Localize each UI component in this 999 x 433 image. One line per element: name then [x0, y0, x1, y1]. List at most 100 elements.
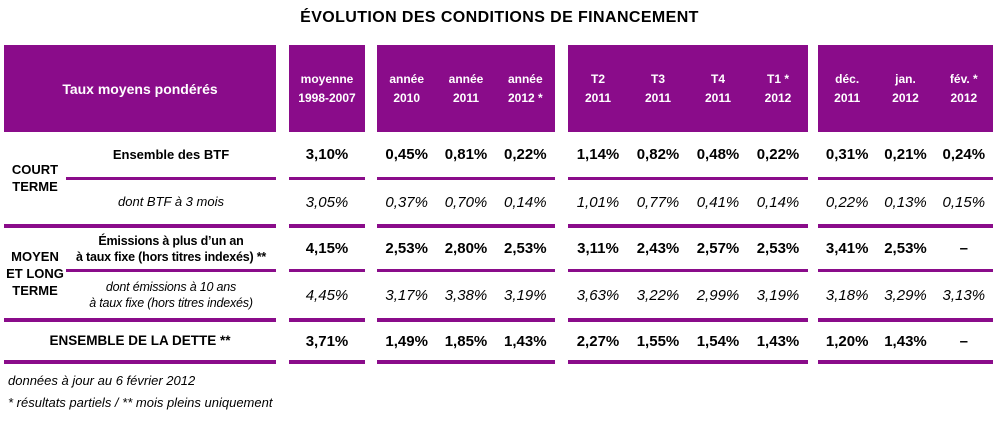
value-cell: 1,01%: [576, 193, 620, 211]
value-cell: 4,15%: [305, 240, 349, 257]
value-cell: 0,37%: [385, 193, 428, 211]
value-cell: 2,53%: [884, 240, 927, 257]
value-cell: 1,55%: [636, 332, 680, 350]
row-label-ensemble-btf: Ensemble des BTF: [112, 146, 230, 162]
separator: [377, 177, 555, 180]
value-cell: 0,31%: [825, 146, 869, 163]
footnote-legend: * résultats partiels / ** mois pleins un…: [8, 395, 273, 410]
column-headers-mois: déc. 2011 jan. 2012 fév. * 2012: [818, 45, 993, 132]
zone-trimestres: T2 2011 T3 2011 T4 2011 T1 * 2012 1,14%: [568, 45, 808, 364]
value-cell: 0,21%: [884, 146, 927, 163]
zone-moyenne: moyenne 1998-2007 3,10% 3,05% 4,15% 4,45…: [289, 45, 365, 364]
column-headers-annees: année 2010 année 2011 année 2012 *: [377, 45, 555, 132]
table: Taux moyens pondérés COURT TERME MOYEN E…: [4, 45, 993, 364]
separator: [818, 360, 993, 364]
footnotes: données à jour au 6 février 2012 * résul…: [8, 370, 272, 414]
column-header: T3 2011: [644, 71, 672, 105]
value-cell: 2,53%: [756, 240, 800, 257]
separator: [568, 224, 808, 228]
column-headers-trimestres: T2 2011 T3 2011 T4 2011 T1 * 2012: [568, 45, 808, 132]
value-cell: 0,82%: [636, 146, 680, 163]
separator: [377, 224, 555, 228]
value-cell: 3,41%: [825, 240, 869, 257]
separator: [289, 269, 365, 272]
separator: [4, 318, 276, 322]
value-cell: 3,18%: [825, 286, 869, 304]
column-header: année 2012 *: [507, 71, 543, 105]
separator: [4, 224, 276, 228]
value-cell: 2,27%: [576, 332, 620, 350]
separator: [568, 360, 808, 364]
value-cell: 0,14%: [504, 193, 547, 211]
value-cell: 2,53%: [504, 240, 547, 257]
value-cell: 0,41%: [696, 193, 740, 211]
page-title: ÉVOLUTION DES CONDITIONS DE FINANCEMENT: [300, 9, 699, 26]
value-cell: 0,22%: [825, 193, 869, 211]
column-header: année 2011: [448, 71, 484, 105]
separator: [289, 360, 365, 364]
separator: [568, 269, 808, 272]
column-header-moyenne: moyenne 1998-2007: [289, 45, 365, 132]
value-cell: 1,43%: [756, 332, 800, 350]
value-cell: 2,99%: [696, 286, 740, 304]
value-cell: 2,80%: [444, 240, 488, 257]
separator: [66, 269, 276, 272]
value-cell: 0,15%: [942, 193, 986, 211]
value-cell: 0,70%: [444, 193, 488, 211]
value-cell: 1,54%: [696, 332, 740, 350]
value-cell: 3,22%: [636, 286, 680, 304]
corner-header: Taux moyens pondérés: [4, 45, 276, 132]
value-cell: 0,14%: [756, 193, 800, 211]
separator: [568, 318, 808, 322]
value-cell: 3,19%: [756, 286, 800, 304]
value-cell: 1,85%: [444, 332, 488, 350]
column-header: déc. 2011: [834, 71, 861, 105]
value-cell: 1,20%: [825, 332, 869, 350]
value-cell: 0,13%: [884, 193, 927, 211]
separator: [818, 269, 993, 272]
value-cell: 3,29%: [884, 286, 927, 304]
separator: [377, 269, 555, 272]
row-label-emissions-10-ans: dont émissions à 10 ans à taux fixe (hor…: [89, 280, 253, 310]
separator: [377, 318, 555, 322]
value-cell: 1,43%: [504, 332, 547, 350]
value-cell: 3,38%: [444, 286, 488, 304]
column-header: fév. * 2012: [949, 71, 978, 105]
value-cell: 0,24%: [942, 146, 986, 163]
column-header: T2 2011: [584, 71, 612, 105]
value-cell: 1,49%: [385, 332, 428, 350]
group-label-court-terme: COURT TERME: [11, 162, 59, 194]
value-cell: 2,53%: [385, 240, 428, 257]
column-header: jan. 2012: [892, 71, 919, 105]
separator: [66, 177, 276, 180]
zone-mois: déc. 2011 jan. 2012 fév. * 2012 0,31% 0,21%…: [818, 45, 993, 364]
value-cell: 0,22%: [756, 146, 800, 163]
separator: [818, 318, 993, 322]
corner-header-label: Taux moyens pondérés: [62, 80, 218, 97]
column-header: T4 2011: [704, 71, 732, 105]
separator: [289, 224, 365, 228]
zone-annees: année 2010 année 2011 année 2012 * 0,45% 0,…: [377, 45, 555, 364]
row-label-btf-3-mois: dont BTF à 3 mois: [118, 194, 224, 209]
value-cell: 0,22%: [504, 146, 547, 163]
column-header: T1 * 2012: [764, 71, 792, 105]
value-cell: 3,19%: [504, 286, 547, 304]
row-label-ensemble-dette: ENSEMBLE DE LA DETTE **: [49, 333, 231, 348]
column-header: année 2010: [389, 71, 424, 105]
value-cell: 1,43%: [884, 332, 927, 350]
separator: [4, 360, 276, 364]
value-cell: 3,05%: [305, 193, 349, 211]
value-cell: –: [959, 332, 968, 350]
separator: [818, 177, 993, 180]
value-cell: 1,14%: [576, 146, 620, 163]
row-label-emissions-taux-fixe: Émissions à plus d’un an à taux fixe (ho…: [75, 233, 267, 264]
separator: [568, 177, 808, 180]
value-cell: 0,81%: [444, 146, 488, 163]
value-cell: 3,63%: [576, 286, 620, 304]
value-cell: 3,13%: [942, 286, 986, 304]
value-cell: 0,48%: [696, 146, 740, 163]
separator: [818, 224, 993, 228]
value-cell: 3,11%: [577, 240, 619, 257]
value-cell: 4,45%: [305, 286, 349, 304]
